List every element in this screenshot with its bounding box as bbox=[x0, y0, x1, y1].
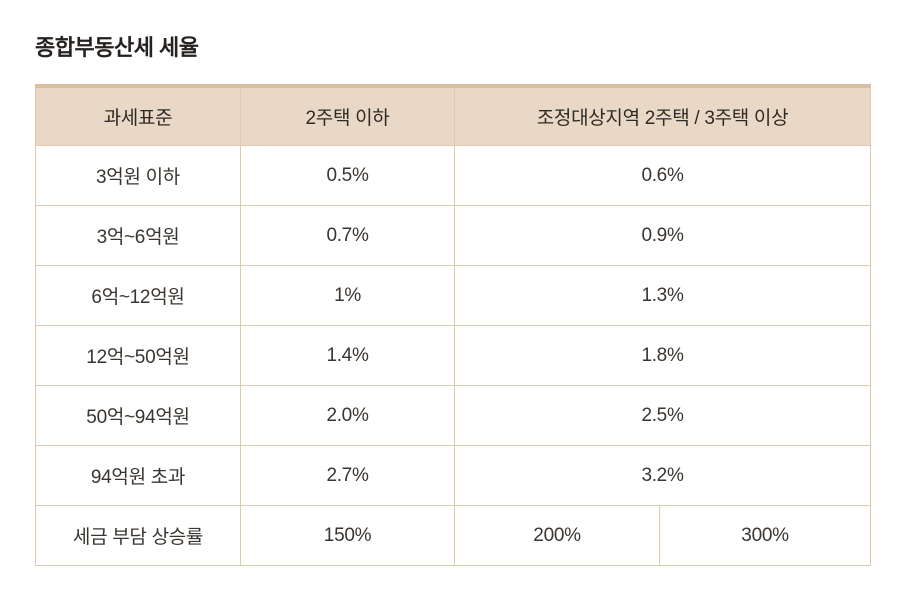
table-row: 3억~6억원 0.7% 0.9% bbox=[35, 205, 871, 266]
cell-rate-adjusted-area: 2.5% bbox=[454, 385, 871, 446]
table-row: 50억~94억원 2.0% 2.5% bbox=[35, 385, 871, 446]
cell-tax-base: 3억~6억원 bbox=[35, 205, 241, 266]
cell-tax-base: 6억~12억원 bbox=[35, 265, 241, 326]
cell-rate-adjusted-area: 1.8% bbox=[454, 325, 871, 386]
cell-tax-base: 3억원 이하 bbox=[35, 145, 241, 206]
tax-rate-table: 과세표준 2주택 이하 조정대상지역 2주택 / 3주택 이상 3억원 이하 0.… bbox=[35, 84, 871, 566]
cell-rate-adjusted-area: 1.3% bbox=[454, 265, 871, 326]
cell-tax-burden-label: 세금 부담 상승률 bbox=[35, 505, 241, 566]
cell-rate-two-homes-or-less: 2.0% bbox=[240, 385, 455, 446]
header-two-homes-or-less: 2주택 이하 bbox=[240, 84, 455, 146]
cell-rate-adjusted-area: 0.9% bbox=[454, 205, 871, 266]
cell-tax-base: 94억원 초과 bbox=[35, 445, 241, 506]
cell-tax-base: 50억~94억원 bbox=[35, 385, 241, 446]
cell-rate-adjusted-area: 3.2% bbox=[454, 445, 871, 506]
header-tax-base: 과세표준 bbox=[35, 84, 241, 146]
table-row-tax-burden-cap: 세금 부담 상승률 150% 200% 300% bbox=[35, 505, 871, 566]
header-row: 과세표준 2주택 이하 조정대상지역 2주택 / 3주택 이상 bbox=[35, 84, 871, 146]
page-title: 종합부동산세 세율 bbox=[35, 35, 199, 60]
table-header: 과세표준 2주택 이하 조정대상지역 2주택 / 3주택 이상 bbox=[35, 84, 871, 146]
table-row: 3억원 이하 0.5% 0.6% bbox=[35, 145, 871, 206]
table-body: 3억원 이하 0.5% 0.6% 3억~6억원 0.7% 0.9% 6억~12억원 1% 1.3… bbox=[35, 145, 871, 506]
cell-cap-adjusted-two-homes: 200% bbox=[454, 505, 660, 566]
table-row: 12억~50억원 1.4% 1.8% bbox=[35, 325, 871, 386]
cell-rate-two-homes-or-less: 1.4% bbox=[240, 325, 455, 386]
header-adjusted-area-multi-home: 조정대상지역 2주택 / 3주택 이상 bbox=[454, 84, 871, 146]
cell-rate-two-homes-or-less: 1% bbox=[240, 265, 455, 326]
cell-rate-two-homes-or-less: 0.7% bbox=[240, 205, 455, 266]
table-row: 6억~12억원 1% 1.3% bbox=[35, 265, 871, 326]
table-row: 94억원 초과 2.7% 3.2% bbox=[35, 445, 871, 506]
cell-tax-base: 12억~50억원 bbox=[35, 325, 241, 386]
cell-rate-two-homes-or-less: 0.5% bbox=[240, 145, 455, 206]
table-footer: 세금 부담 상승률 150% 200% 300% bbox=[35, 505, 871, 566]
cell-cap-three-homes-or-more: 300% bbox=[659, 505, 871, 566]
cell-rate-adjusted-area: 0.6% bbox=[454, 145, 871, 206]
cell-rate-two-homes-or-less: 2.7% bbox=[240, 445, 455, 506]
cell-cap-two-homes-or-less: 150% bbox=[240, 505, 455, 566]
